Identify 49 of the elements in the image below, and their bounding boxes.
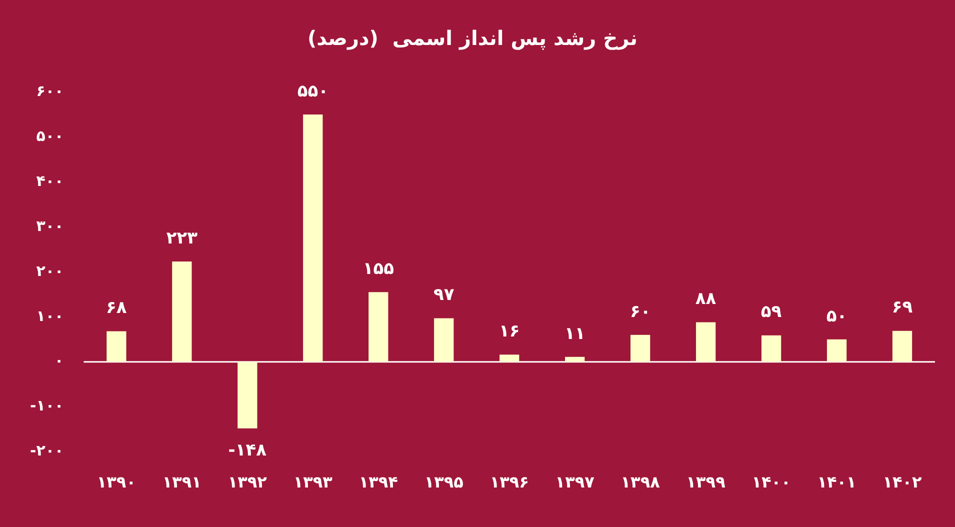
bar <box>238 362 258 428</box>
data-label: ۵۹ <box>760 302 782 322</box>
bar <box>826 339 847 362</box>
y-tick-label: ۵۰۰ <box>36 126 64 145</box>
x-tick-label: ۱۳۹۷ <box>555 472 595 492</box>
x-tick-label: ۱۳۹۱ <box>162 472 202 492</box>
y-tick-label: ۰ <box>54 352 64 370</box>
data-label: ۶۸ <box>106 298 128 318</box>
x-tick-label: ۱۳۹۶ <box>490 472 529 492</box>
y-tick-label: ۴۰۰ <box>36 172 64 190</box>
bar <box>434 318 454 362</box>
bar <box>565 356 585 362</box>
x-tick-label: ۱۳۹۹ <box>686 472 726 492</box>
data-label: -۱۴۸ <box>228 440 268 460</box>
x-tick-label: ۱۴۰۰ <box>752 472 791 492</box>
bar <box>630 334 650 362</box>
data-label: ۸۸ <box>695 289 717 310</box>
bar <box>106 331 126 362</box>
data-label: ۵۰ <box>826 306 848 326</box>
bar <box>500 354 520 362</box>
bar <box>696 322 716 362</box>
data-label: ۹۷ <box>433 285 455 306</box>
data-label: ۲۲۳ <box>166 228 198 248</box>
bar <box>892 330 912 362</box>
x-tick-label: ۱۳۹۳ <box>293 472 333 492</box>
x-tick-label: ۱۳۹۲ <box>228 472 268 492</box>
y-tick-label: ۳۰۰ <box>36 216 64 235</box>
x-tick-label: ۱۳۹۰ <box>96 472 136 492</box>
bar <box>368 292 388 362</box>
data-label: ۶۹ <box>892 298 914 318</box>
y-tick-label: -۱۰۰ <box>30 396 64 415</box>
data-label: ۱۶ <box>498 322 520 342</box>
data-label: ۱۵۵ <box>362 259 394 280</box>
y-tick-label: ۱۰۰ <box>36 306 64 325</box>
y-tick-label: ۲۰۰ <box>36 262 64 280</box>
y-tick-label: ۶۰۰ <box>36 82 64 100</box>
data-label: ۶۰ <box>630 302 651 322</box>
x-tick-label: ۱۳۹۴ <box>358 472 398 492</box>
chart-title: نرخ رشد پس انداز اسمی (درصد) <box>307 26 638 50</box>
bar <box>172 262 192 362</box>
x-tick-label: ۱۳۹۸ <box>620 472 660 492</box>
bar <box>761 335 782 362</box>
x-tick-label: ۱۴۰۱ <box>817 472 856 492</box>
y-tick-label: -۲۰۰ <box>30 442 64 460</box>
bar <box>303 114 323 362</box>
x-tick-label: ۱۴۰۲ <box>882 472 922 492</box>
x-tick-label: ۱۳۹۵ <box>424 472 464 492</box>
data-label: ۵۵۰ <box>297 81 328 102</box>
data-label: ۱۱ <box>564 324 586 344</box>
